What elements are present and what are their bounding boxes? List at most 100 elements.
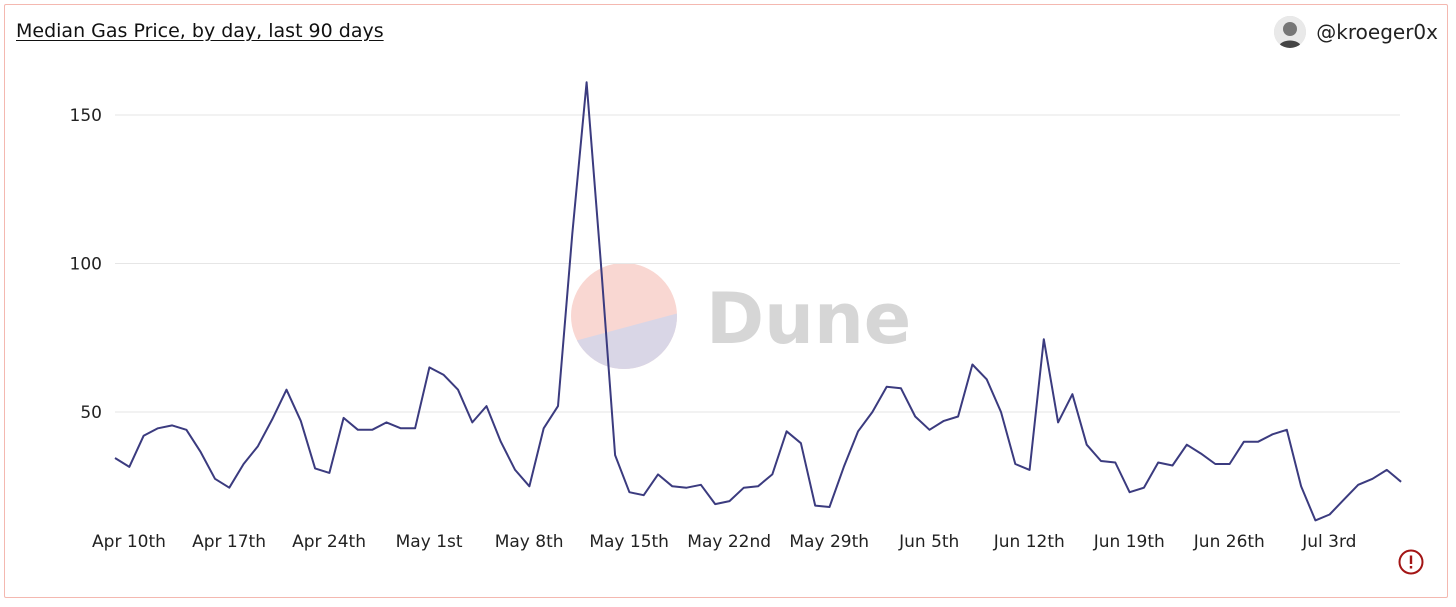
data-point[interactable] xyxy=(1267,429,1277,439)
warning-icon[interactable] xyxy=(1398,549,1424,575)
data-point[interactable] xyxy=(839,462,849,472)
chart-title-link[interactable]: Median Gas Price, by day, last 90 days xyxy=(16,20,384,42)
data-point[interactable] xyxy=(124,462,134,472)
data-point[interactable] xyxy=(196,447,206,457)
data-point[interactable] xyxy=(867,407,877,417)
data-point[interactable] xyxy=(1110,457,1120,467)
data-point[interactable] xyxy=(1253,437,1263,447)
data-point[interactable] xyxy=(896,383,906,393)
author-badge[interactable]: @kroeger0x xyxy=(1274,16,1438,48)
data-point[interactable] xyxy=(710,499,720,509)
data-point[interactable] xyxy=(582,77,592,87)
data-point[interactable] xyxy=(1067,389,1077,399)
data-point[interactable] xyxy=(596,259,606,269)
data-point[interactable] xyxy=(167,420,177,430)
data-point[interactable] xyxy=(281,385,291,395)
data-point[interactable] xyxy=(396,423,406,433)
data-point[interactable] xyxy=(410,423,420,433)
data-point[interactable] xyxy=(882,382,892,392)
data-point[interactable] xyxy=(825,502,835,512)
data-point[interactable] xyxy=(767,469,777,479)
x-tick-label: May 22nd xyxy=(687,532,771,552)
data-point[interactable] xyxy=(796,438,806,448)
user-avatar-icon xyxy=(1274,16,1307,48)
data-point[interactable] xyxy=(424,362,434,372)
data-point[interactable] xyxy=(153,423,163,433)
x-axis: Apr 10th Apr 17th Apr 24th May 1st May 8th Ma… xyxy=(92,532,1356,552)
data-point[interactable] xyxy=(639,490,649,500)
data-point[interactable] xyxy=(1139,483,1149,493)
data-point[interactable] xyxy=(1196,449,1206,459)
data-point[interactable] xyxy=(653,469,663,479)
data-point[interactable] xyxy=(439,370,449,380)
data-point[interactable] xyxy=(139,431,149,441)
data-point[interactable] xyxy=(1082,440,1092,450)
data-point[interactable] xyxy=(753,481,763,491)
data-point[interactable] xyxy=(1125,487,1135,497)
data-point[interactable] xyxy=(253,441,263,451)
data-point[interactable] xyxy=(1325,509,1335,519)
data-point[interactable] xyxy=(1310,515,1320,525)
data-point[interactable] xyxy=(724,496,734,506)
data-point[interactable] xyxy=(239,459,249,469)
data-point[interactable] xyxy=(610,450,620,460)
data-point[interactable] xyxy=(1296,481,1306,491)
data-point[interactable] xyxy=(910,411,920,421)
data-point[interactable] xyxy=(1382,465,1392,475)
data-point[interactable] xyxy=(939,416,949,426)
data-point[interactable] xyxy=(539,423,549,433)
data-point[interactable] xyxy=(210,474,220,484)
data-point[interactable] xyxy=(296,416,306,426)
data-point[interactable] xyxy=(1368,474,1378,484)
data-point[interactable] xyxy=(1182,440,1192,450)
data-point[interactable] xyxy=(1225,459,1235,469)
data-point[interactable] xyxy=(967,359,977,369)
data-point[interactable] xyxy=(1025,465,1035,475)
data-point[interactable] xyxy=(1053,417,1063,427)
author-handle: @kroeger0x xyxy=(1316,20,1438,44)
data-point[interactable] xyxy=(853,426,863,436)
data-point[interactable] xyxy=(1282,425,1292,435)
data-point[interactable] xyxy=(996,407,1006,417)
data-point[interactable] xyxy=(1096,456,1106,466)
data-point[interactable] xyxy=(367,425,377,435)
data-point[interactable] xyxy=(982,374,992,384)
x-tick-label: Apr 17th xyxy=(192,532,266,552)
data-point[interactable] xyxy=(1353,480,1363,490)
data-point[interactable] xyxy=(181,425,191,435)
data-point[interactable] xyxy=(353,425,363,435)
data-point[interactable] xyxy=(1153,457,1163,467)
data-point[interactable] xyxy=(667,481,677,491)
data-point[interactable] xyxy=(524,481,534,491)
data-point[interactable] xyxy=(624,487,634,497)
data-point[interactable] xyxy=(1039,334,1049,344)
data-point[interactable] xyxy=(467,417,477,427)
data-point[interactable] xyxy=(1010,459,1020,469)
data-point[interactable] xyxy=(1396,477,1406,487)
data-point[interactable] xyxy=(1210,459,1220,469)
data-point[interactable] xyxy=(110,453,120,463)
data-point[interactable] xyxy=(453,385,463,395)
data-point[interactable] xyxy=(339,413,349,423)
data-point[interactable] xyxy=(739,483,749,493)
data-point[interactable] xyxy=(953,411,963,421)
data-point[interactable] xyxy=(224,483,234,493)
data-point[interactable] xyxy=(1239,437,1249,447)
data-point[interactable] xyxy=(310,463,320,473)
x-tick-label: May 15th xyxy=(589,532,669,552)
data-point[interactable] xyxy=(496,437,506,447)
data-point[interactable] xyxy=(567,229,577,239)
data-point[interactable] xyxy=(1339,495,1349,505)
data-point[interactable] xyxy=(510,465,520,475)
data-point[interactable] xyxy=(482,401,492,411)
data-point[interactable] xyxy=(925,425,935,435)
data-point[interactable] xyxy=(682,483,692,493)
data-point[interactable] xyxy=(324,468,334,478)
data-point[interactable] xyxy=(267,414,277,424)
data-point[interactable] xyxy=(696,480,706,490)
data-point[interactable] xyxy=(782,426,792,436)
data-point[interactable] xyxy=(553,401,563,411)
data-point[interactable] xyxy=(810,501,820,511)
data-point[interactable] xyxy=(1167,460,1177,470)
data-point[interactable] xyxy=(382,417,392,427)
